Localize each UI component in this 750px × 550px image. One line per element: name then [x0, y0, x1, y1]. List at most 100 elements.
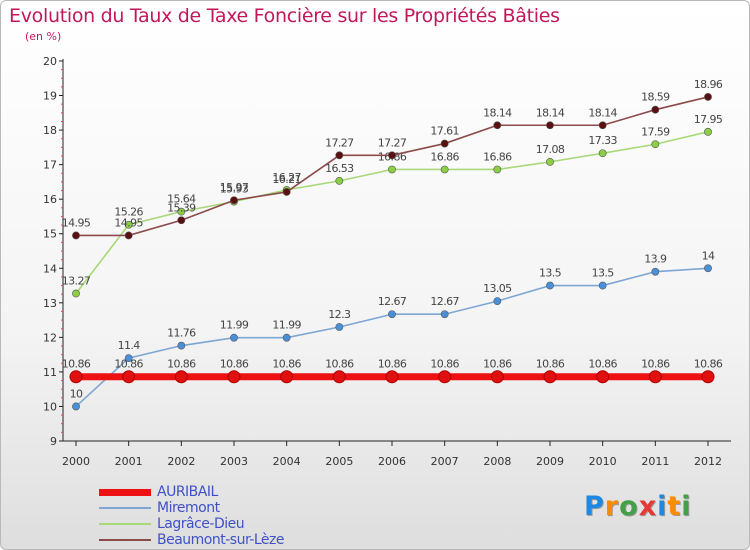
data-point: [124, 231, 133, 240]
data-label: 18.14: [483, 106, 512, 119]
data-point: [72, 289, 80, 298]
data-label: 10.86: [220, 358, 249, 371]
data-label: 17.27: [325, 136, 354, 149]
data-point: [230, 196, 238, 205]
data-point: [177, 207, 186, 216]
y-tick-label: 10: [43, 400, 57, 413]
legend-label: Miremont: [157, 500, 220, 516]
data-point: [546, 157, 554, 166]
chart-title: Evolution du Taux de Taxe Foncière sur l…: [9, 5, 560, 27]
data-point: [704, 264, 712, 273]
data-label: 18.14: [536, 106, 565, 119]
logo-letter: r: [604, 491, 620, 522]
data-label: 14.95: [62, 216, 91, 229]
data-point: [651, 140, 660, 149]
x-tick-label: 2008: [483, 455, 511, 468]
data-point: [122, 370, 136, 384]
x-tick-label: 2001: [115, 455, 143, 468]
data-label: 18.14: [588, 106, 617, 119]
data-label: 15.97: [220, 181, 249, 194]
data-point: [493, 297, 502, 305]
y-tick-label: 12: [43, 331, 57, 344]
data-point: [388, 310, 396, 319]
data-point: [598, 121, 607, 130]
data-label: 17.59: [641, 125, 670, 138]
data-point: [280, 370, 294, 384]
data-point: [701, 370, 715, 384]
y-tick-label: 9: [50, 435, 57, 448]
data-point: [598, 281, 607, 290]
data-point: [546, 121, 554, 130]
data-label: 16.21: [272, 173, 301, 186]
legend-swatch: [99, 523, 151, 525]
data-label: 16.86: [483, 150, 512, 163]
data-point: [332, 370, 346, 384]
data-label: 11.76: [167, 327, 196, 340]
data-point: [704, 127, 712, 136]
x-tick-label: 2000: [62, 455, 90, 468]
y-tick-label: 16: [43, 193, 57, 206]
data-point: [335, 323, 344, 331]
data-label: 10.86: [483, 358, 512, 371]
legend-item: Lagrâce-Dieu: [99, 516, 284, 532]
data-point: [704, 93, 712, 101]
data-point: [385, 370, 399, 384]
data-point: [388, 151, 396, 160]
y-tick-label: 20: [43, 55, 57, 68]
legend-item: Miremont: [99, 500, 284, 516]
data-label: 10.86: [114, 358, 143, 371]
legend-label: Beaumont-sur-Lèze: [157, 532, 285, 548]
legend-label: AURIBAIL: [157, 484, 218, 500]
data-point: [335, 151, 344, 160]
data-point: [72, 231, 80, 240]
data-point: [440, 165, 449, 174]
legend-swatch: [99, 507, 151, 509]
data-label: 13.9: [644, 253, 667, 266]
data-label: 17.27: [378, 136, 407, 149]
data-point: [598, 149, 607, 158]
data-label: 18.59: [641, 91, 670, 104]
data-label: 11.4: [118, 339, 141, 352]
data-label: 17.08: [536, 143, 565, 156]
data-point: [282, 333, 291, 342]
legend-item: Beaumont-sur-Lèze: [99, 532, 285, 548]
data-label: 10.86: [430, 358, 459, 371]
data-label: 12.67: [378, 295, 407, 308]
proxiti-logo: Proxiti: [584, 491, 692, 522]
data-label: 12.3: [328, 308, 351, 321]
data-label: 18.96: [694, 78, 723, 91]
data-point: [124, 220, 133, 229]
data-point: [493, 165, 502, 174]
data-point: [177, 341, 186, 350]
data-label: 14.95: [114, 216, 143, 229]
data-point: [388, 165, 396, 174]
data-point: [72, 402, 80, 411]
data-label: 10.86: [588, 358, 617, 371]
logo-letter: i: [681, 491, 692, 522]
data-label: 10.86: [378, 358, 407, 371]
data-label: 11.99: [272, 319, 301, 332]
logo-letter: o: [619, 491, 639, 522]
data-label: 10.86: [167, 358, 196, 371]
logo-letter: t: [667, 491, 682, 522]
y-tick-label: 17: [43, 159, 57, 172]
data-label: 10.86: [272, 358, 301, 371]
data-point: [651, 105, 660, 114]
logo-letter: x: [638, 491, 658, 522]
data-label: 16.86: [430, 150, 459, 163]
x-tick-label: 2011: [641, 455, 669, 468]
data-label: 10.86: [325, 358, 354, 371]
data-label: 15.39: [167, 201, 196, 214]
data-point: [490, 370, 504, 384]
data-label: 17.95: [694, 113, 723, 126]
legend-swatch: [99, 539, 151, 541]
y-tick-label: 11: [43, 366, 57, 379]
data-label: 17.33: [588, 134, 617, 147]
legend-item: AURIBAIL: [99, 484, 284, 500]
data-label: 10.86: [641, 358, 670, 371]
x-tick-label: 2010: [589, 455, 617, 468]
data-point: [177, 216, 186, 225]
logo-letter: i: [657, 491, 668, 522]
